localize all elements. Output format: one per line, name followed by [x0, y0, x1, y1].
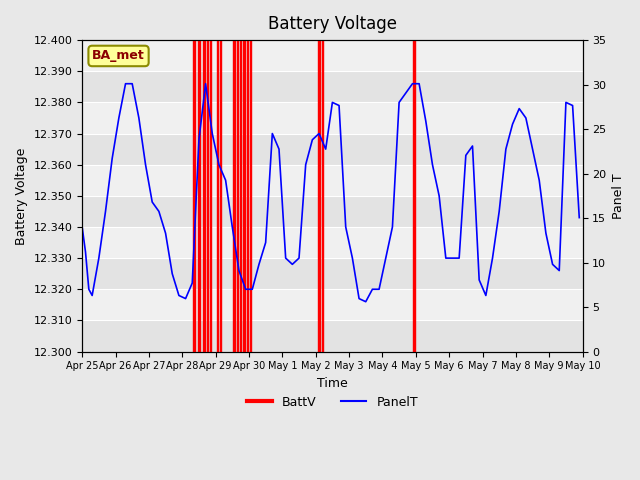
Bar	[413, 40, 415, 351]
Bar	[243, 40, 244, 351]
Bar	[246, 40, 248, 351]
Bar	[237, 40, 238, 351]
Bar	[82, 289, 582, 320]
Bar	[207, 40, 208, 351]
Bar	[82, 40, 582, 71]
Bar	[198, 40, 200, 351]
Bar	[82, 258, 582, 289]
Bar	[82, 320, 582, 351]
Bar	[240, 40, 241, 351]
Title: Battery Voltage: Battery Voltage	[268, 15, 397, 33]
Bar	[250, 40, 252, 351]
Bar	[82, 165, 582, 196]
Bar	[220, 40, 221, 351]
Bar	[234, 40, 235, 351]
Bar	[82, 196, 582, 227]
Bar	[82, 71, 582, 102]
Bar	[216, 40, 218, 351]
Bar	[82, 133, 582, 165]
Bar	[204, 40, 205, 351]
X-axis label: Time: Time	[317, 377, 348, 390]
Bar	[82, 102, 582, 133]
Text: BA_met: BA_met	[92, 49, 145, 62]
Bar	[82, 227, 582, 258]
Bar	[193, 40, 195, 351]
Y-axis label: Panel T: Panel T	[612, 173, 625, 218]
Legend: BattV, PanelT: BattV, PanelT	[242, 391, 423, 414]
Bar	[322, 40, 323, 351]
Bar	[318, 40, 320, 351]
Bar	[210, 40, 211, 351]
Y-axis label: Battery Voltage: Battery Voltage	[15, 147, 28, 244]
